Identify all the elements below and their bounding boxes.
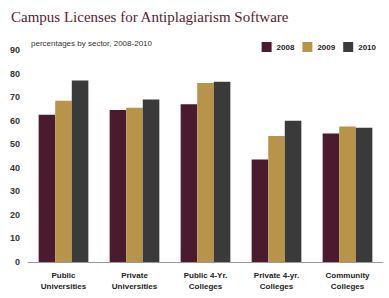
svg-text:Colleges: Colleges [189,282,223,291]
svg-text:2010: 2010 [358,43,376,52]
svg-text:90: 90 [10,45,20,55]
svg-text:Colleges: Colleges [331,282,365,291]
svg-text:Universities: Universities [112,282,158,291]
svg-text:Universities: Universities [41,282,87,291]
svg-text:40: 40 [10,163,20,173]
svg-text:Private: Private [121,271,148,280]
svg-text:Campus Licenses for Antiplagia: Campus Licenses for Antiplagiarism Softw… [11,9,289,25]
svg-text:10: 10 [10,233,20,243]
svg-text:20: 20 [10,210,20,220]
svg-text:70: 70 [10,92,20,102]
svg-text:50: 50 [10,139,20,149]
svg-text:percentages by sector, 2008-20: percentages by sector, 2008-2010 [31,39,153,48]
svg-text:Private 4-yr.: Private 4-yr. [254,271,299,280]
svg-text:Community: Community [326,271,371,280]
svg-text:80: 80 [10,69,20,79]
svg-text:2008: 2008 [277,43,295,52]
svg-text:0: 0 [15,257,20,267]
svg-text:2009: 2009 [317,43,335,52]
svg-text:Public 4-Yr.: Public 4-Yr. [184,271,228,280]
svg-text:Colleges: Colleges [260,282,294,291]
svg-text:Public: Public [51,271,76,280]
svg-text:60: 60 [10,116,20,126]
svg-text:30: 30 [10,186,20,196]
